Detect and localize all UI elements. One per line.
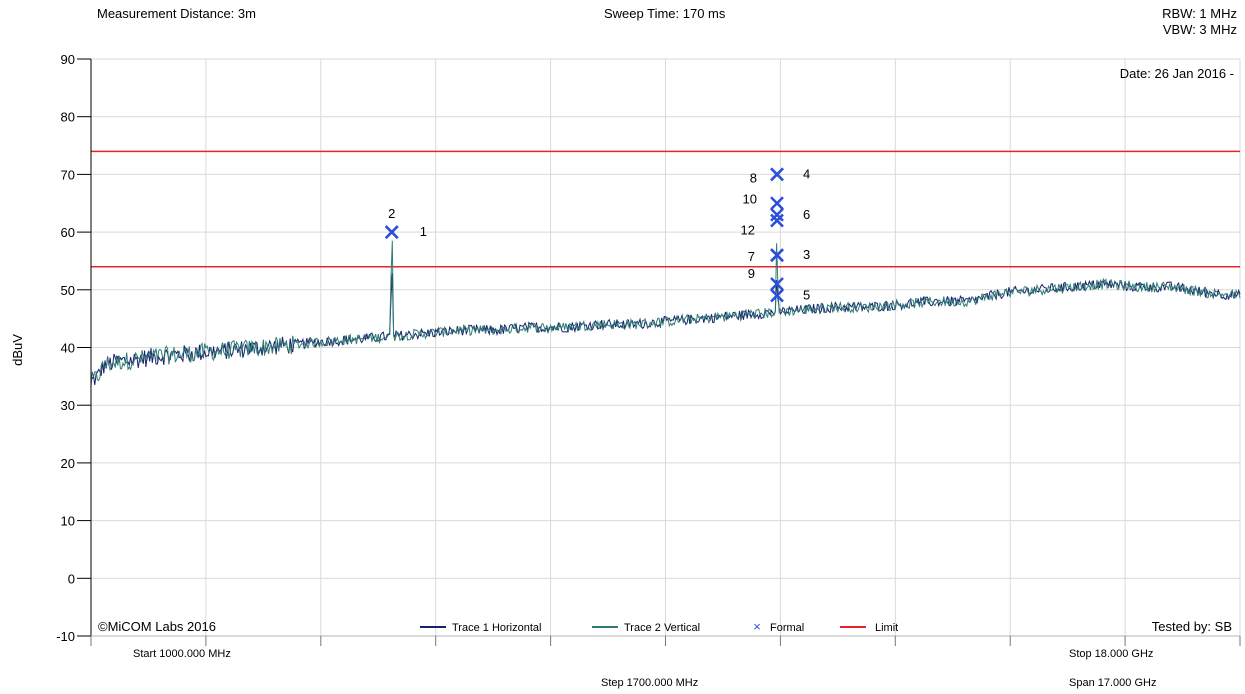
formal-marker xyxy=(770,196,784,211)
sweep-time: Sweep Time: 170 ms xyxy=(604,6,726,21)
y-tick-label: -10 xyxy=(56,629,75,644)
formal-marker xyxy=(770,248,784,263)
y-tick-label: 60 xyxy=(61,225,75,240)
legend-label-trace2: Trace 2 Vertical xyxy=(624,622,700,634)
y-axis: -10 0 10 20 30 40 50 60 70 80 90 xyxy=(56,52,1241,646)
limit-lines xyxy=(91,150,1240,268)
y-tick-label: 70 xyxy=(61,167,75,182)
y-tick-label: 10 xyxy=(61,514,75,529)
marker-label: 12 xyxy=(741,223,755,238)
y-tick-label: 20 xyxy=(61,456,75,471)
traces xyxy=(90,240,1241,386)
marker-label: 7 xyxy=(748,249,755,264)
y-axis-label: dBuV xyxy=(10,334,25,366)
formal-marker xyxy=(770,207,784,222)
marker-label: 9 xyxy=(748,266,755,281)
step-frequency: Step 1700.000 MHz xyxy=(601,677,698,689)
trace-2-vertical xyxy=(90,240,1241,386)
formal-marker xyxy=(770,213,784,228)
marker-label: 3 xyxy=(803,247,810,262)
legend-label-trace1: Trace 1 Horizontal xyxy=(452,622,541,634)
marker-label: 5 xyxy=(803,288,810,303)
marker-label: 4 xyxy=(803,166,810,181)
y-tick-label: 50 xyxy=(61,283,75,298)
vbw-label: VBW: 3 MHz xyxy=(1162,22,1237,37)
formal-marker xyxy=(384,225,399,239)
legend-label-limit: Limit xyxy=(875,622,898,634)
measurement-distance: Measurement Distance: 3m xyxy=(97,6,256,21)
marker-label: 1 xyxy=(420,224,427,239)
tested-by: Tested by: SB xyxy=(1152,619,1232,634)
copyright: ©MiCOM Labs 2016 xyxy=(98,619,216,634)
start-frequency: Start 1000.000 MHz xyxy=(133,648,231,660)
legend: Trace 1 Horizontal Trace 2 Vertical × Fo… xyxy=(420,619,898,634)
y-tick-label: 90 xyxy=(61,52,75,67)
marker-label: 6 xyxy=(803,207,810,222)
grid xyxy=(90,58,1241,637)
date-label: Date: 26 Jan 2016 - xyxy=(1120,66,1234,81)
y-tick-label: 80 xyxy=(61,110,75,125)
stop-frequency: Stop 18.000 GHz xyxy=(1069,648,1153,660)
formal-marker xyxy=(770,288,784,303)
marker-label: 2 xyxy=(388,206,395,221)
formal-marker xyxy=(770,167,784,182)
marker-label: 8 xyxy=(750,170,757,185)
y-tick-label: 30 xyxy=(61,398,75,413)
formal-marker xyxy=(770,277,784,291)
legend-label-formal: Formal xyxy=(770,622,804,634)
marker-label: 10 xyxy=(743,191,757,206)
span-frequency: Span 17.000 GHz xyxy=(1069,677,1156,689)
y-tick-label: 0 xyxy=(68,571,75,586)
rbw-label: RBW: 1 MHz xyxy=(1162,6,1237,21)
legend-swatch-formal: × xyxy=(753,619,761,634)
y-tick-label: 40 xyxy=(61,341,75,356)
